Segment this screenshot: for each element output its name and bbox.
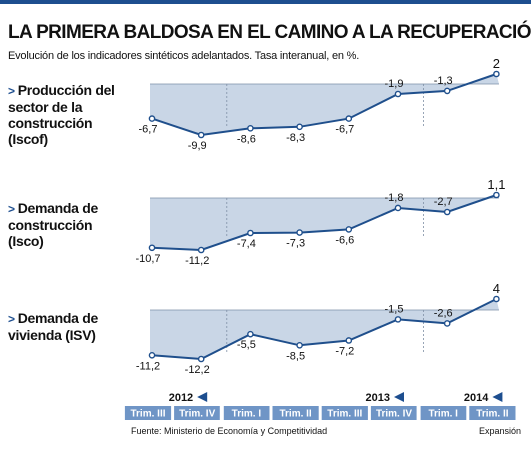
triangle-icon <box>197 392 208 402</box>
data-point <box>148 244 156 252</box>
data-point <box>394 316 402 323</box>
data-point <box>296 229 303 236</box>
data-label: -2,7 <box>434 196 453 208</box>
data-label: -1,8 <box>385 192 404 204</box>
data-label: -5,5 <box>237 339 256 351</box>
series-label-iscof: > Producción del sector de la construcció… <box>8 82 115 147</box>
quarter-cell <box>321 406 368 420</box>
top-rule <box>0 0 531 4</box>
quarter-label: Trim. I <box>232 409 262 420</box>
data-label: -7,3 <box>286 238 305 250</box>
series-line <box>151 194 497 252</box>
data-point <box>443 87 451 95</box>
quarter-cell <box>272 406 319 420</box>
year-gap <box>219 406 224 420</box>
quarter-cell <box>469 406 516 420</box>
data-point <box>247 125 254 132</box>
series-area <box>150 74 499 135</box>
data-label: 2 <box>493 56 500 71</box>
data-point <box>197 131 205 139</box>
data-label: -6,6 <box>335 234 354 246</box>
quarter-label: Trim. III <box>327 409 362 420</box>
chart-subtitle: Evolución de los indicadores sintéticos … <box>8 50 360 62</box>
data-label: -1,9 <box>385 78 404 90</box>
quarter-label: Trim. III <box>130 409 165 420</box>
data-label: -7,4 <box>237 238 256 250</box>
year-label: 2013 <box>366 392 390 404</box>
data-label: 4 <box>493 281 500 296</box>
data-point <box>247 330 254 338</box>
data-point <box>493 295 500 303</box>
data-label: -12,2 <box>185 364 210 376</box>
data-point <box>345 115 353 122</box>
series-line <box>151 73 497 137</box>
data-point <box>394 204 402 212</box>
data-label: -6,7 <box>335 124 354 136</box>
series-area <box>150 299 499 359</box>
year-label: 2014 <box>464 392 489 404</box>
arrow-icon: > <box>8 312 15 326</box>
data-label: -8,3 <box>286 132 305 144</box>
data-point <box>247 229 254 237</box>
data-point <box>296 341 303 349</box>
arrow-icon: > <box>8 202 15 216</box>
quarter-cell <box>420 406 467 420</box>
data-label: 1,1 <box>487 177 505 192</box>
brand-name: Expansión <box>478 426 521 436</box>
data-label: -2,6 <box>434 307 453 319</box>
data-point <box>197 355 205 363</box>
triangle-icon <box>492 392 503 402</box>
data-label: -8,5 <box>286 350 305 362</box>
data-point <box>148 115 156 122</box>
data-label: -9,9 <box>188 140 207 152</box>
data-point <box>493 70 500 78</box>
data-label: -10,7 <box>135 253 160 265</box>
data-label: -6,7 <box>139 124 158 136</box>
data-point <box>197 246 205 254</box>
data-label: -11,2 <box>136 360 160 372</box>
source-note: Fuente: Ministerio de Economía y Competi… <box>131 426 328 436</box>
quarter-cell <box>174 406 221 420</box>
data-point <box>345 337 353 344</box>
quarter-cell <box>223 406 270 420</box>
year-gap <box>416 406 421 420</box>
data-point <box>394 90 402 98</box>
quarter-label: Trim. II <box>279 409 311 420</box>
data-point <box>296 123 303 131</box>
data-point <box>493 191 500 199</box>
chart-title: LA PRIMERA BALDOSA EN EL CAMINO A LA REC… <box>8 22 531 43</box>
data-label: -7,2 <box>335 345 354 357</box>
quarter-label: Trim. IV <box>179 409 215 420</box>
quarter-label: Trim. I <box>428 409 458 420</box>
year-label: 2012 <box>169 392 193 404</box>
series-label-isv: > Demanda de vivienda (ISV) <box>8 310 98 343</box>
series-line <box>151 298 497 361</box>
quarter-label: Trim. IV <box>376 409 412 420</box>
data-label: -1,5 <box>385 303 404 315</box>
quarter-cell <box>124 406 172 420</box>
data-label: -11,2 <box>185 255 209 267</box>
data-point <box>148 351 156 359</box>
quarter-label: Trim. II <box>476 409 508 420</box>
series-label-isco: > Demanda de construcción (Isco) <box>8 200 98 249</box>
data-label: -8,6 <box>237 133 256 145</box>
triangle-icon <box>394 392 404 402</box>
quarter-cell <box>370 406 418 420</box>
data-point <box>443 320 451 327</box>
arrow-icon: > <box>8 84 15 98</box>
data-point <box>443 208 451 216</box>
data-label: -1,3 <box>434 75 453 87</box>
data-point <box>345 226 353 233</box>
